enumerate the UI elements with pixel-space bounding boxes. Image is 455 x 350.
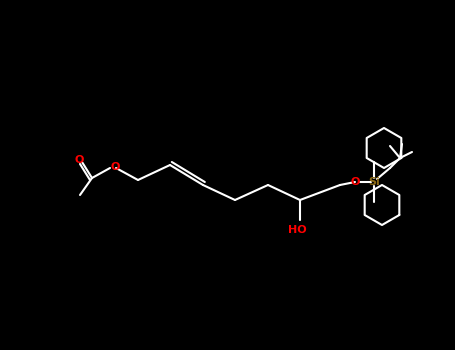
Text: HO: HO [288,225,306,235]
Text: O: O [74,155,84,165]
Text: O: O [350,177,360,187]
Text: O: O [110,162,120,172]
Text: Si: Si [368,177,380,187]
